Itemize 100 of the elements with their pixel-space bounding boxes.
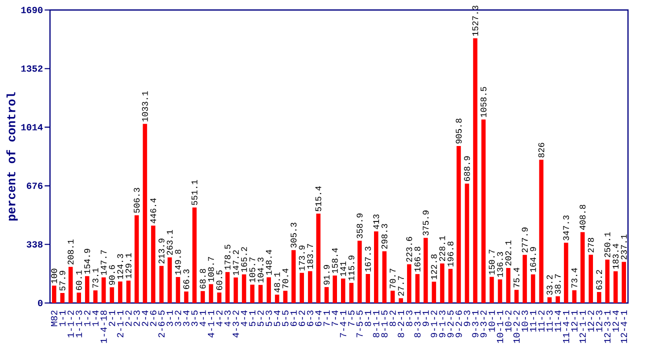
- bar: [151, 226, 156, 303]
- bar: [506, 268, 510, 303]
- data-label: 173.9: [298, 246, 305, 270]
- bar: [481, 119, 486, 303]
- bar: [407, 264, 412, 303]
- data-label: 446.4: [150, 198, 156, 224]
- data-label: 1058.5: [480, 86, 486, 117]
- x-tick-label: 11-4: [554, 310, 561, 332]
- data-label: 237.1: [620, 234, 627, 260]
- x-tick-label: M82: [50, 310, 58, 326]
- bar: [490, 276, 494, 303]
- bar: [572, 290, 576, 303]
- bar: [134, 215, 139, 303]
- data-label: 149.8: [175, 250, 181, 275]
- data-label: 100: [51, 268, 58, 284]
- x-tick-label: 1-1-3: [76, 310, 82, 338]
- x-tick-label: 4-1-1: [208, 310, 214, 338]
- x-tick-label: 7-4-1: [340, 310, 346, 338]
- data-label: 213.9: [158, 238, 164, 264]
- data-label: 263.1: [166, 230, 173, 255]
- data-label: 167.3: [364, 246, 371, 272]
- bar: [316, 214, 320, 303]
- data-label: 375.9: [422, 210, 429, 236]
- x-tick-label: 8-1-1: [373, 310, 380, 338]
- x-tick-label: 10-1: [488, 310, 495, 332]
- y-axis-title: percent of control: [6, 92, 18, 220]
- x-tick-label: 11-4-1: [562, 310, 570, 343]
- data-label: 63.2: [596, 270, 602, 290]
- data-label: 66.3: [183, 269, 190, 289]
- data-label: 122.8: [431, 254, 437, 280]
- y-tick-label: 338: [26, 241, 43, 248]
- bar: [415, 274, 420, 303]
- y-tick-label: 0: [38, 300, 43, 306]
- x-tick-label: 2-1: [108, 310, 116, 326]
- data-label: 1033.1: [142, 91, 148, 122]
- bar: [547, 297, 552, 303]
- x-tick-label: 11-1: [530, 310, 536, 332]
- x-tick-label: 8-3-1: [414, 310, 421, 338]
- x-tick-label: 6-4: [315, 310, 322, 326]
- bar: [184, 292, 188, 303]
- bar: [200, 291, 205, 303]
- x-tick-label: 5-1: [249, 310, 256, 326]
- data-label: 60.1: [76, 270, 82, 290]
- x-tick-label: 9-2-6: [456, 310, 462, 338]
- x-tick-label: 10-2: [505, 310, 512, 332]
- bar: [398, 298, 404, 303]
- x-tick-label: 1-4: [92, 310, 98, 326]
- bar: [605, 260, 610, 303]
- x-tick-label: 8-3: [406, 310, 412, 326]
- x-tick-label: 7-1: [324, 310, 330, 326]
- bar: [126, 280, 131, 303]
- data-label: 104.3: [258, 258, 264, 282]
- bar: [514, 290, 519, 303]
- bar: [142, 124, 148, 303]
- data-label: 136.3: [497, 252, 503, 277]
- data-label: 105.7: [249, 257, 256, 282]
- data-label: 57.9: [59, 270, 66, 291]
- data-label: 515.4: [315, 186, 322, 212]
- data-label: 278: [588, 238, 594, 252]
- bar: [300, 272, 304, 303]
- bar: [60, 292, 65, 303]
- x-tick-label: 6-1: [290, 310, 297, 326]
- bar: [564, 242, 568, 303]
- bar: [522, 254, 527, 303]
- bar: [440, 263, 444, 303]
- data-label: 905.8: [456, 118, 462, 144]
- x-tick-label: 11-2: [538, 310, 544, 332]
- data-label: 70.4: [282, 268, 288, 288]
- x-tick-label: 9-3-1: [472, 310, 478, 338]
- x-tick-label: 9-2-5: [447, 310, 454, 338]
- bar: [613, 271, 618, 303]
- bar: [250, 284, 254, 303]
- data-label: 27.7: [398, 276, 404, 296]
- x-tick-label: 5-2: [257, 310, 264, 326]
- x-tick-label: 1-2: [84, 310, 90, 326]
- data-label: 33.2: [546, 275, 552, 295]
- data-label: 250.1: [604, 232, 610, 258]
- data-label: 183.4: [612, 244, 619, 269]
- data-label: 141: [340, 262, 346, 276]
- bar: [539, 160, 544, 303]
- data-label: 506.3: [134, 188, 140, 213]
- data-label: 228.1: [439, 236, 446, 261]
- bar: [110, 287, 114, 303]
- x-tick-label: 4-1: [200, 310, 206, 326]
- x-tick-label: 12-4-1: [620, 310, 627, 343]
- bar: [580, 232, 585, 303]
- x-tick-label: 10-1-1: [496, 310, 504, 343]
- data-label: 147.2: [232, 250, 239, 275]
- bar: [52, 286, 56, 303]
- data-label: 208.1: [68, 239, 74, 264]
- bar: [291, 250, 296, 303]
- bar: [76, 292, 82, 303]
- data-label: 154.9: [84, 248, 90, 274]
- data-label: 183.7: [307, 244, 314, 269]
- data-label: 408.8: [580, 204, 586, 230]
- data-label: 91.9: [324, 265, 330, 285]
- x-tick-label: 2-3: [134, 310, 140, 326]
- bar: [93, 290, 98, 303]
- data-label: 178.5: [224, 244, 230, 270]
- data-label: 223.6: [406, 236, 412, 262]
